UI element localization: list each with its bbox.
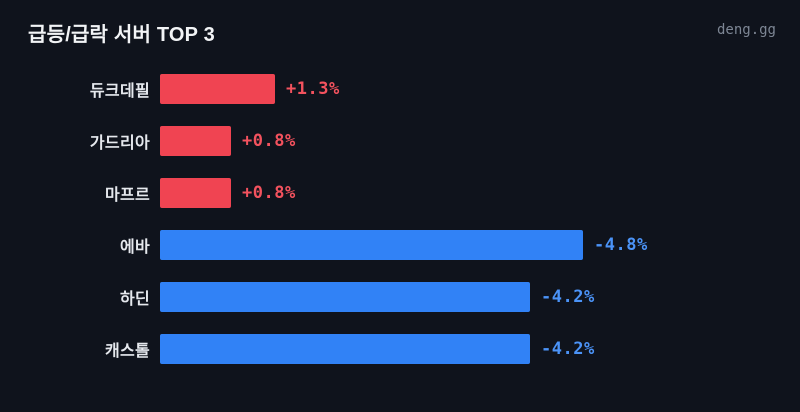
server-label: 캐스톨 [104,343,150,360]
server-label: 에바 [119,239,150,256]
bar-area: -4.2% [160,323,800,375]
change-bar [160,74,275,104]
change-value: +1.3% [286,79,340,99]
chart-header: 급등/급락 서버 TOP 3 deng.gg [0,0,800,63]
change-value: +0.8% [242,183,296,203]
change-value: +0.8% [242,131,296,151]
chart-row: 가드리아 +0.8% [0,115,800,167]
chart-row: 에바 -4.8% [0,219,800,271]
server-label: 가드리아 [89,135,150,152]
chart-row: 마프르 +0.8% [0,167,800,219]
change-bar [160,178,231,208]
server-label: 듀크데필 [89,83,150,100]
change-bar [160,334,530,364]
page-title: 급등/급락 서버 TOP 3 [28,24,215,46]
watermark-brand: deng.gg [716,22,776,38]
bar-area: -4.2% [160,271,800,323]
server-label: 하딘 [119,291,150,308]
change-value: -4.8% [594,235,648,255]
bar-chart: 듀크데필 +1.3% 가드리아 +0.8% 마프르 +0.8% 에바 -4.8%… [0,63,800,375]
change-bar [160,230,583,260]
bar-area: +0.8% [160,115,800,167]
bar-area: -4.8% [160,219,800,271]
chart-row: 하딘 -4.2% [0,271,800,323]
change-value: -4.2% [541,339,595,359]
server-label: 마프르 [104,187,150,204]
change-bar [160,126,231,156]
change-value: -4.2% [541,287,595,307]
change-bar [160,282,530,312]
bar-area: +1.3% [160,63,800,115]
chart-row: 캐스톨 -4.2% [0,323,800,375]
chart-row: 듀크데필 +1.3% [0,63,800,115]
bar-area: +0.8% [160,167,800,219]
